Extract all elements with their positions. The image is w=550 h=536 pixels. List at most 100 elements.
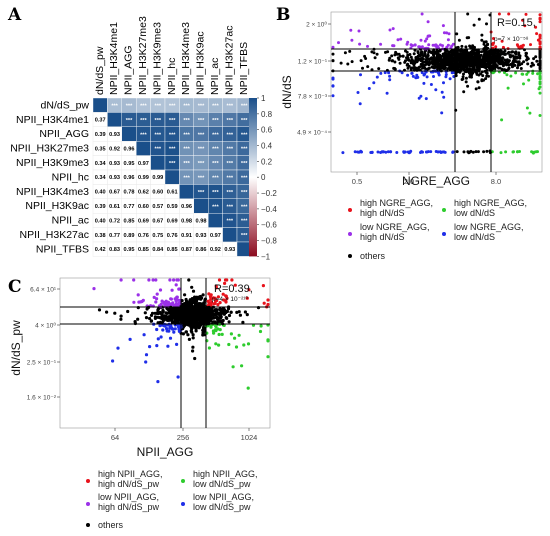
- scatter-point: [224, 294, 228, 298]
- scatter-point: [451, 49, 454, 53]
- scatter-point: [197, 326, 201, 330]
- scatter-point: [377, 67, 381, 71]
- heatmap-significance-marker: ***: [241, 190, 248, 196]
- scatter-point: [513, 51, 517, 54]
- scatter-point: [379, 71, 383, 75]
- y-tick-label: 6.4 × 10¹: [30, 287, 57, 294]
- scatter-point: [525, 72, 529, 76]
- scatter-point: [331, 52, 335, 56]
- scatter-c-threshold-lines: [60, 278, 270, 428]
- scatter-point: [442, 81, 445, 85]
- scatter-point: [191, 345, 195, 349]
- scatter-point: [170, 326, 174, 330]
- scatter-point: [151, 278, 155, 282]
- scatter-point: [495, 59, 499, 63]
- scatter-point: [395, 151, 399, 154]
- scatter-point: [416, 50, 420, 54]
- scatter-point: [173, 327, 177, 331]
- scatter-point: [424, 55, 428, 59]
- scatter-point: [426, 20, 430, 24]
- heatmap-significance-marker: ***: [169, 104, 176, 110]
- heatmap-diagonal-cell: [121, 126, 137, 142]
- scatter-point: [523, 24, 527, 28]
- legend-marker: [442, 232, 446, 236]
- scatter-point: [223, 309, 227, 313]
- scatter-point: [538, 91, 542, 95]
- heatmap-significance-marker: ***: [241, 147, 248, 153]
- scatter-point: [383, 71, 387, 75]
- legend-marker: [86, 479, 90, 483]
- scatter-point: [432, 53, 435, 57]
- scatter-point: [191, 333, 195, 337]
- scatter-point: [482, 78, 485, 82]
- scatter-point: [180, 308, 185, 312]
- scatter-point: [216, 295, 220, 299]
- scatter-point: [436, 51, 439, 55]
- scatter-point: [136, 293, 140, 297]
- scatter-point: [423, 39, 427, 43]
- heatmap-col-label: NPII_H3K9me3: [151, 22, 163, 95]
- scatter-point: [246, 386, 250, 390]
- heatmap-col-label: NPII_H3K4me3: [180, 22, 192, 95]
- scatter-point: [213, 296, 217, 300]
- scatter-point: [467, 36, 471, 40]
- legend-marker: [348, 208, 352, 212]
- scatter-point: [516, 150, 520, 154]
- heatmap-significance-marker: ***: [155, 104, 162, 110]
- scatter-point: [522, 82, 525, 86]
- scatter-point: [441, 62, 445, 66]
- scatter-point: [513, 63, 517, 67]
- x-tick-label: 256: [177, 433, 190, 442]
- heatmap-cell-value: 0.99: [152, 175, 163, 181]
- scatter-point: [470, 53, 474, 57]
- scatter-point: [405, 42, 409, 46]
- scatter-point: [507, 67, 511, 71]
- scatter-point: [504, 60, 508, 64]
- heatmap-cell-value: 0.76: [138, 233, 149, 239]
- scatter-point: [485, 62, 489, 66]
- scatter-point: [456, 45, 460, 49]
- y-tick-label: 2 × 10⁰: [306, 21, 327, 29]
- scatter-point: [512, 150, 515, 154]
- scatter-point: [420, 52, 424, 56]
- scatter-point: [469, 64, 472, 67]
- colorbar-tick-label: −0.2: [261, 189, 277, 198]
- scatter-point: [156, 380, 160, 384]
- heatmap-significance-marker: ***: [241, 118, 248, 124]
- scatter-point: [538, 20, 542, 24]
- scatter-point: [414, 60, 418, 63]
- scatter-point: [191, 289, 196, 293]
- scatter-point: [216, 303, 220, 307]
- scatter-point: [245, 296, 249, 300]
- scatter-point: [247, 288, 251, 292]
- heatmap-cell-value: 0.93: [109, 132, 120, 138]
- scatter-point: [175, 278, 179, 282]
- scatter-point: [424, 97, 428, 101]
- scatter-point: [214, 286, 218, 290]
- colorbar-tick-label: −0.8: [261, 237, 277, 246]
- scatter-point: [386, 150, 390, 154]
- heatmap-col-label: NPII_H3K4me1: [108, 22, 120, 95]
- heatmap-significance-marker: ***: [227, 104, 234, 110]
- heatmap-diagonal-cell: [107, 112, 123, 128]
- scatter-point: [538, 63, 542, 67]
- scatter-point: [370, 50, 374, 54]
- scatter-point: [203, 297, 207, 301]
- scatter-point: [225, 296, 229, 300]
- scatter-point: [187, 278, 191, 282]
- scatter-point: [356, 150, 360, 154]
- scatter-point: [531, 151, 535, 155]
- scatter-point: [183, 293, 187, 297]
- heatmap-row-label: NPII_H3K4me1: [16, 114, 89, 126]
- scatter-point: [529, 43, 532, 47]
- scatter-point: [165, 329, 169, 333]
- scatter-point: [419, 38, 423, 42]
- scatter-point: [447, 53, 451, 57]
- panel-letter-b: B: [276, 5, 290, 25]
- scatter-point: [471, 150, 475, 154]
- scatter-point: [407, 58, 411, 62]
- scatter-point: [412, 63, 416, 67]
- scatter-point: [220, 332, 224, 336]
- scatter-point: [499, 57, 503, 60]
